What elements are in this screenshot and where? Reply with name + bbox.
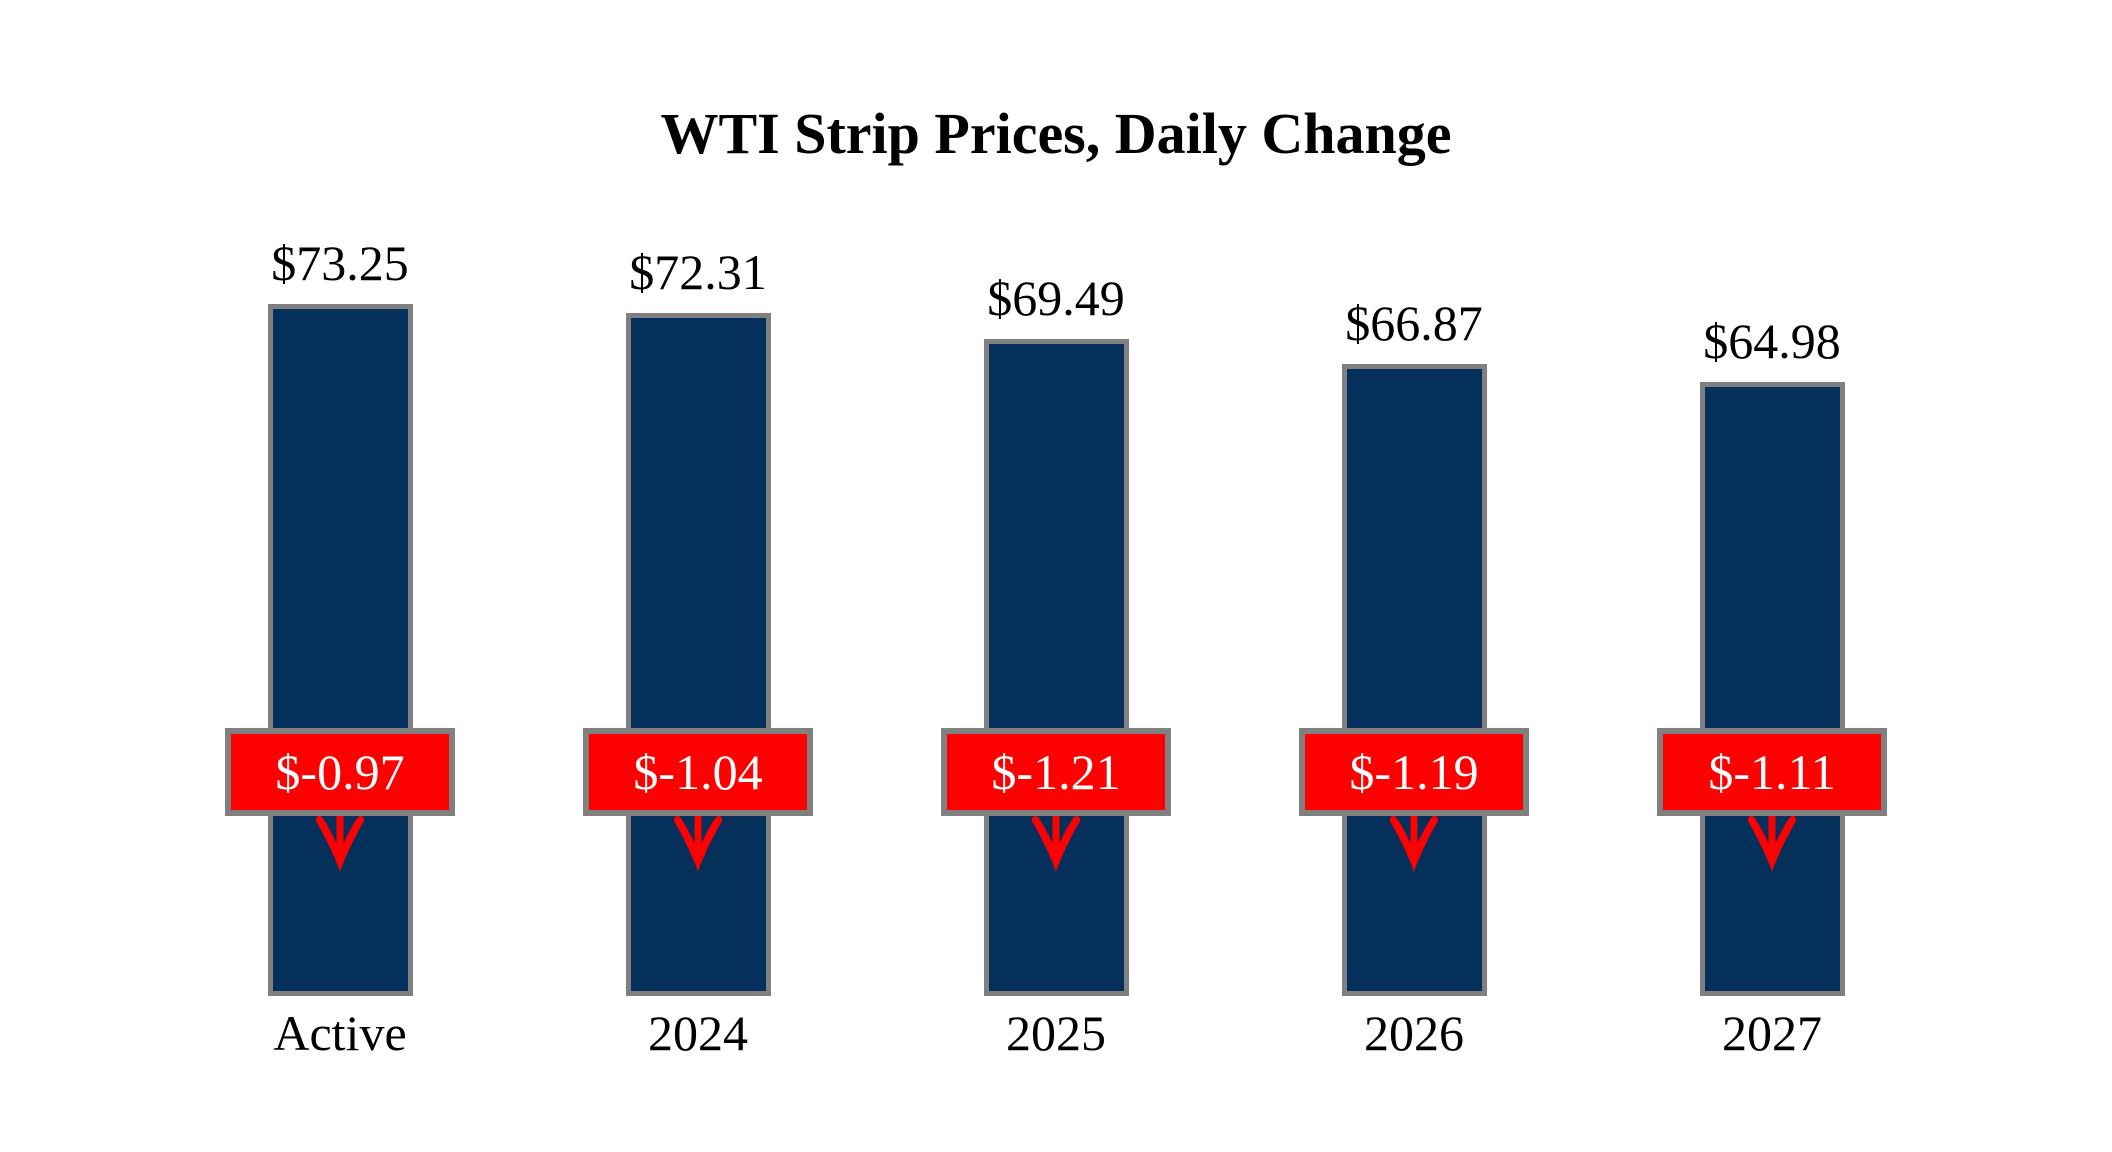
bar	[267, 304, 413, 996]
daily-change-label: $-1.21	[991, 744, 1121, 800]
category-label: 2027	[1722, 1005, 1822, 1061]
bar-value-label: $66.87	[1345, 295, 1483, 351]
down-arrow-icon	[1031, 812, 1081, 872]
bar	[625, 313, 771, 996]
daily-change-label: $-1.11	[1708, 744, 1836, 800]
daily-change-badge: $-1.11	[1657, 728, 1887, 816]
daily-change-label: $-1.19	[1349, 744, 1479, 800]
down-arrow-icon	[1747, 812, 1797, 872]
bar	[1341, 364, 1487, 996]
bar-value-label: $69.49	[987, 270, 1125, 326]
down-arrow-icon	[1389, 812, 1439, 872]
bar-value-label: $64.98	[1703, 313, 1841, 369]
bar-value-label: $72.31	[629, 244, 767, 300]
chart-title: WTI Strip Prices, Daily Change	[660, 101, 1452, 166]
category-label: Active	[273, 1005, 407, 1061]
bar-value-label: $73.25	[271, 235, 409, 291]
daily-change-label: $-1.04	[633, 744, 763, 800]
category-label: 2024	[648, 1005, 748, 1061]
category-label: 2026	[1364, 1005, 1464, 1061]
daily-change-badge: $-1.21	[941, 728, 1171, 816]
daily-change-label: $-0.97	[275, 744, 405, 800]
down-arrow-icon	[315, 812, 365, 872]
daily-change-badge: $-1.04	[583, 728, 813, 816]
category-label: 2025	[1006, 1005, 1106, 1061]
bar	[1699, 382, 1845, 996]
daily-change-badge: $-0.97	[225, 728, 455, 816]
bar	[983, 339, 1129, 996]
down-arrow-icon	[673, 812, 723, 872]
daily-change-badge: $-1.19	[1299, 728, 1529, 816]
